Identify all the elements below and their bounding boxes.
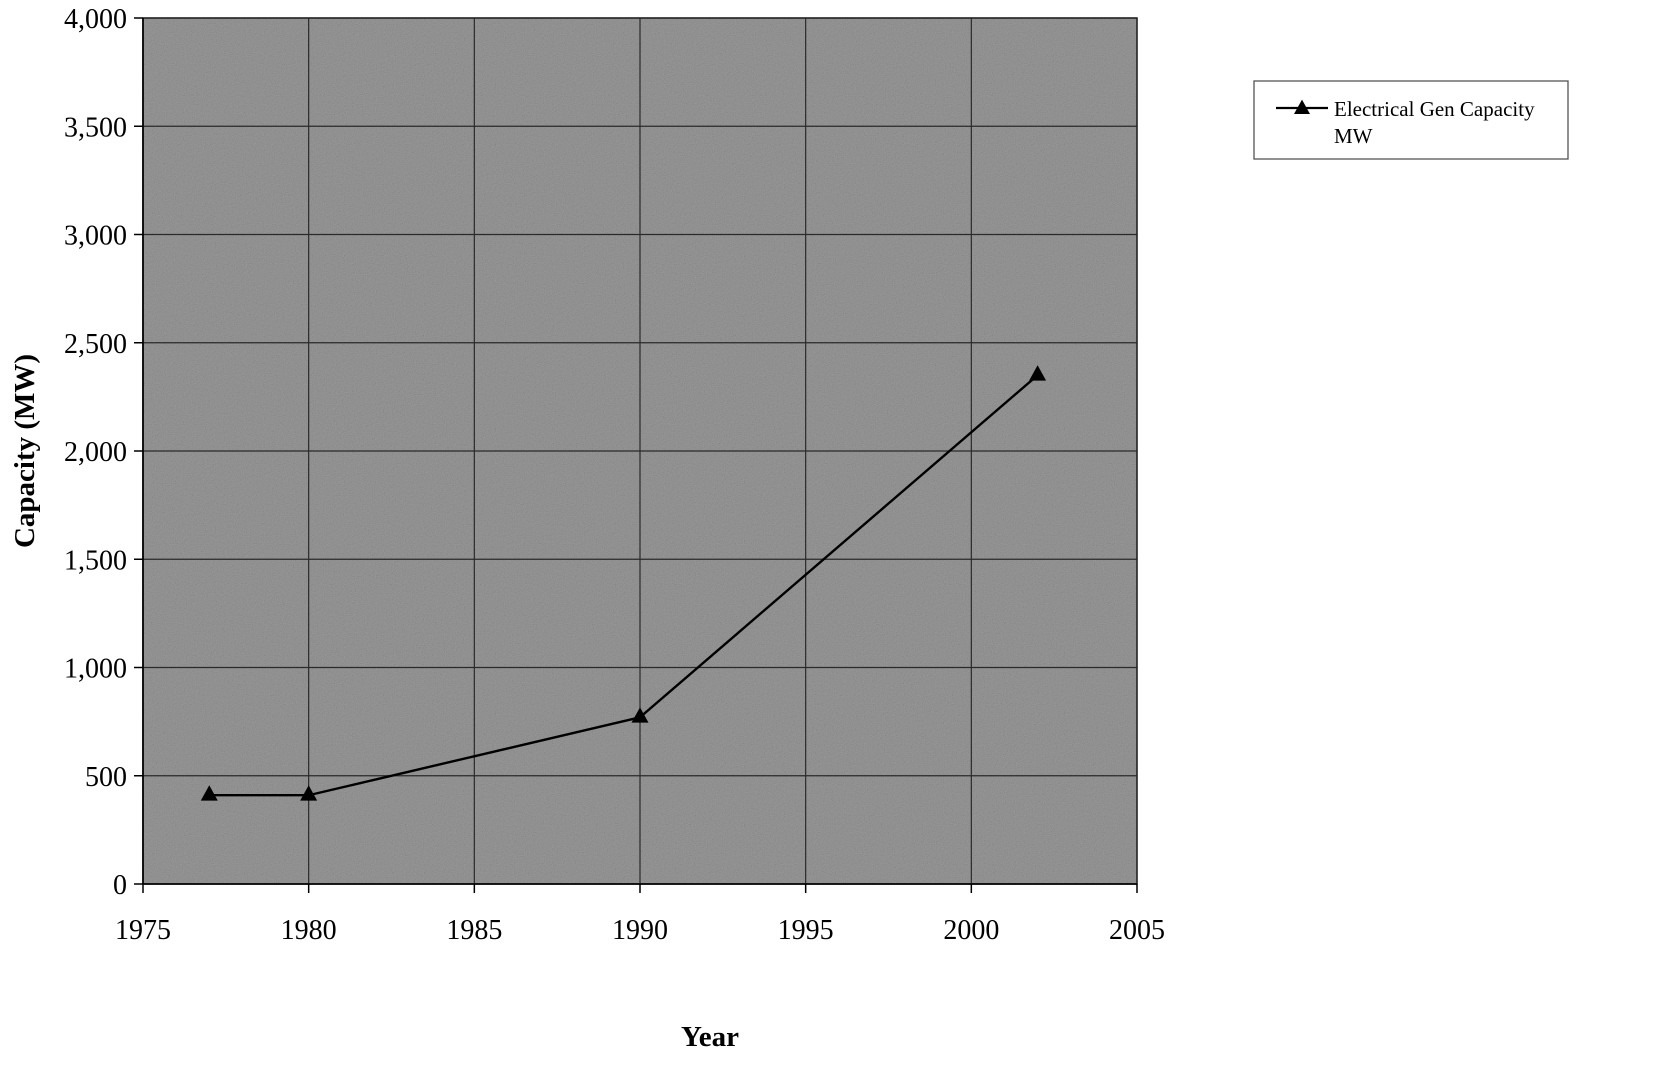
y-tick-label: 4,000 xyxy=(64,4,127,35)
data-point-triangle xyxy=(300,785,318,801)
y-tick-label: 3,000 xyxy=(64,221,127,252)
x-tick-label: 1975 xyxy=(115,915,171,946)
legend-box xyxy=(1253,80,1569,160)
y-tick-label: 2,000 xyxy=(64,437,127,468)
y-axis: 0 500 1,000 1,500 2,000 2,500 3,000 3,500 4,000 xyxy=(64,4,144,901)
x-axis-title: Year xyxy=(681,1021,739,1053)
data-point-triangle xyxy=(1029,365,1047,381)
series-layer xyxy=(200,365,1047,801)
y-tick-label: 3,500 xyxy=(64,112,127,143)
plot-area xyxy=(142,17,1138,885)
data-point-triangle xyxy=(200,785,218,801)
x-tick-label: 1995 xyxy=(778,915,834,946)
y-tick-label: 500 xyxy=(85,762,127,793)
y-axis-title: Capacity (MW) xyxy=(9,354,41,548)
data-point-triangle xyxy=(631,707,649,723)
x-axis: 1975 1980 1985 1990 1995 2000 2005 xyxy=(115,883,1165,946)
axes: 05001,0001,5002,0002,5003,0003,5004,000 … xyxy=(64,4,1165,946)
y-tick-label: 0 xyxy=(113,870,127,901)
legend-label-line-2: MW xyxy=(1334,124,1373,148)
legend: Electrical Gen Capacity MW xyxy=(1253,80,1569,160)
x-tick-label: 1990 xyxy=(612,915,668,946)
x-tick-label: 2005 xyxy=(1109,915,1165,946)
legend-label-line-1: Electrical Gen Capacity xyxy=(1334,97,1535,121)
x-tick-label: 2000 xyxy=(943,915,999,946)
x-tick-label: 1980 xyxy=(281,915,337,946)
y-tick-label: 1,500 xyxy=(64,545,127,576)
x-tick-label: 1985 xyxy=(446,915,502,946)
legend-triangle-marker-icon xyxy=(1294,99,1310,115)
y-tick-label: 1,000 xyxy=(64,654,127,685)
series-line xyxy=(209,374,1039,797)
y-tick-label: 2,500 xyxy=(64,329,127,360)
